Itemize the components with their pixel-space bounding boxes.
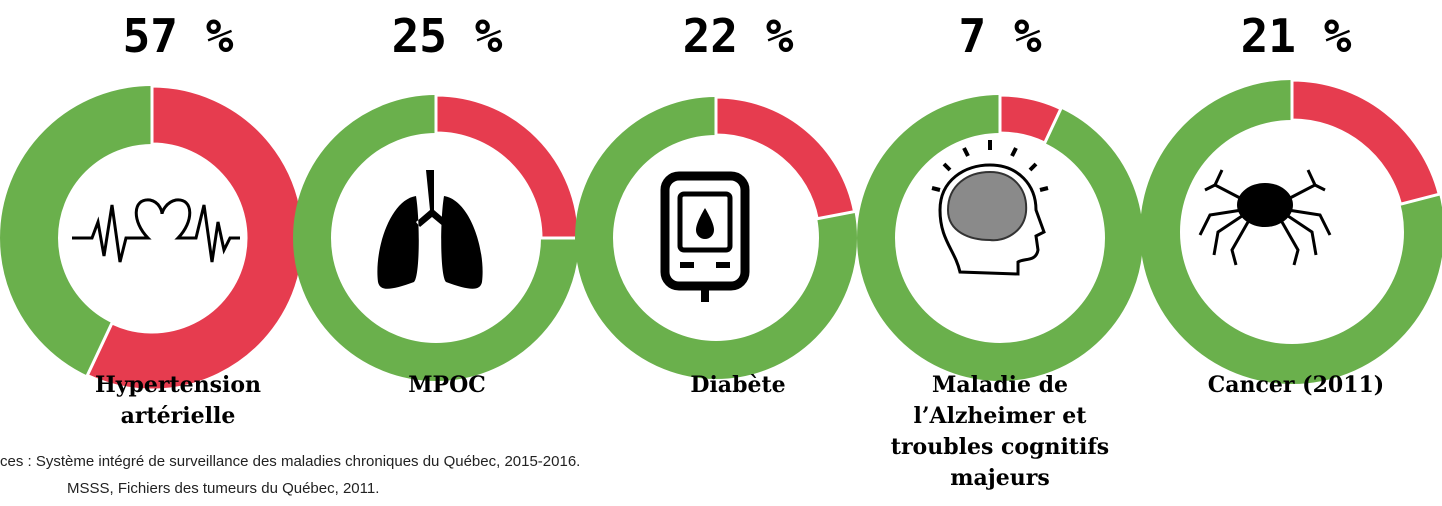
value-label: 57 % — [123, 9, 234, 63]
infographic: 57 % 25 % 22 % 7 % 21 % — [0, 0, 1442, 506]
glucose-meter-icon — [665, 176, 745, 302]
source-line: MSSS, Fichiers des tumeurs du Québec, 20… — [67, 480, 379, 497]
head-icon — [932, 140, 1048, 274]
value-label: 22 % — [683, 9, 794, 63]
source-line: ces : Système intégré de surveillance de… — [0, 453, 580, 470]
category-label: Cancer (2011) — [1176, 370, 1416, 401]
heartbeat-icon — [72, 200, 240, 262]
value-label: 7 % — [958, 9, 1041, 63]
donut-segment — [716, 97, 855, 219]
category-label: Diabète — [638, 370, 838, 401]
crab-icon — [1200, 170, 1330, 265]
value-label: 25 % — [392, 9, 503, 63]
lungs-icon — [377, 170, 482, 289]
category-label: Hypertension artérielle — [58, 370, 298, 432]
category-label: Maladie de l’Alzheimer et troubles cogni… — [890, 370, 1110, 494]
value-label: 21 % — [1241, 9, 1352, 63]
category-label: MPOC — [347, 370, 547, 401]
